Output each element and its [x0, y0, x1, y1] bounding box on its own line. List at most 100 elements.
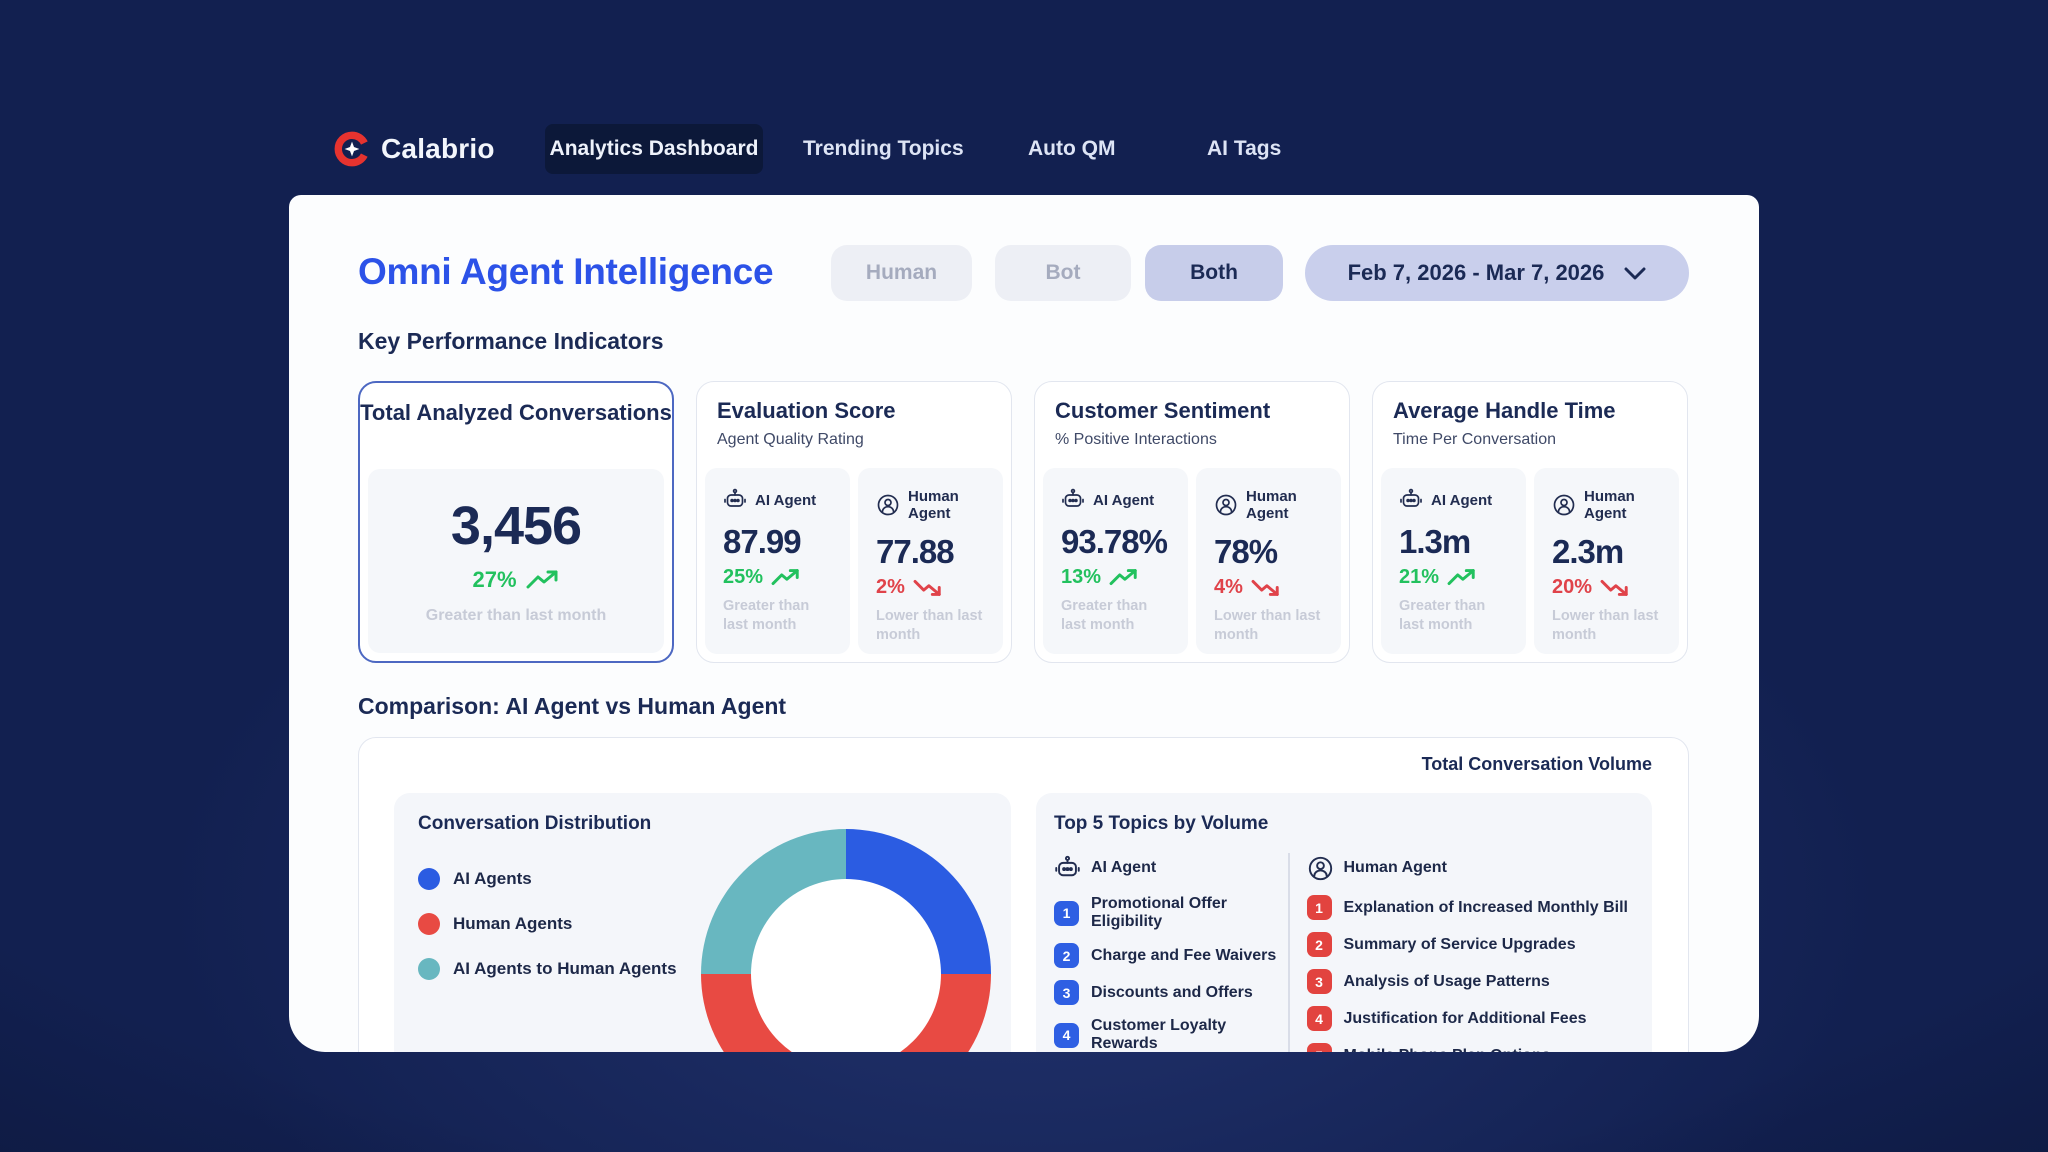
kpi-card-average-handle-time[interactable]: Average Handle Time Time Per Conversatio…	[1372, 381, 1688, 663]
donut-legend: AI Agents Human Agents AI Agents to Huma…	[418, 868, 677, 1003]
trend-down-icon	[1600, 578, 1630, 597]
nav-item-trending-topics[interactable]: Trending Topics	[803, 137, 964, 160]
topic-label: Promotional Offer Eligibility	[1091, 895, 1228, 930]
column-label: Human Agent	[1343, 859, 1447, 876]
topic-item: 2 Summary of Service Upgrades	[1306, 932, 1637, 957]
ai-agent-panel: AI Agent 87.99 25% Greater than last mon…	[705, 468, 850, 654]
agent-trend: 13%	[1061, 566, 1102, 588]
ai-agent-panel: AI Agent 1.3m 21% Greater than last mont…	[1381, 468, 1526, 654]
kpi-card-title: Average Handle Time	[1393, 398, 1616, 423]
topic-label: Explanation of Increased Monthly Bill	[1343, 898, 1628, 916]
topic-label: Justification for Additional Fees	[1343, 1009, 1587, 1027]
kpi-card-subtitle: Agent Quality Rating	[717, 431, 864, 448]
topic-item: 1 Explanation of Increased Monthly Bill	[1306, 895, 1637, 920]
agent-label: Human Agent	[908, 488, 959, 522]
person-icon	[1214, 493, 1238, 517]
agent-value: 87.99	[723, 523, 802, 560]
topic-item: 3 Discounts and Offers	[1054, 980, 1288, 1005]
agent-value: 77.88	[876, 533, 955, 570]
legend-label: Human Agents	[453, 914, 573, 933]
topic-label: Analysis of Usage Patterns	[1343, 972, 1550, 990]
rank-badge: 1	[1054, 900, 1079, 926]
rank-badge: 1	[1306, 895, 1332, 920]
conversation-distribution-panel: Conversation Distribution AI Agents Huma…	[394, 793, 1011, 1052]
robot-icon	[1399, 488, 1423, 512]
person-icon	[1552, 493, 1576, 517]
nav-item-ai-tags[interactable]: AI Tags	[1207, 137, 1282, 160]
legend-item-human-agents: Human Agents	[418, 913, 677, 935]
agent-value: 93.78%	[1061, 523, 1168, 560]
trend-down-icon	[913, 578, 943, 597]
top-topics-panel: Top 5 Topics by Volume AI Ag	[1036, 793, 1652, 1052]
trend-up-icon	[771, 568, 801, 587]
filter-bot-button[interactable]: Bot	[995, 245, 1131, 301]
legend-item-ai-to-human-agents: AI Agents to Human Agents	[418, 958, 677, 980]
kpi-card-total-analyzed-conversations[interactable]: Total Analyzed Conversations 3,456 27% G…	[358, 381, 674, 663]
robot-icon	[1061, 488, 1085, 512]
topics-column-human: Human Agent 1 Explanation of Increased M…	[1306, 849, 1637, 1053]
human-agent-panel: Human Agent 78% 4% Lower than last month	[1196, 468, 1341, 654]
rank-badge: 2	[1054, 943, 1079, 968]
robot-icon	[1054, 855, 1081, 882]
trend-down-icon	[1251, 578, 1281, 597]
date-range-value: Feb 7, 2026 - Mar 7, 2026	[1347, 260, 1605, 285]
topic-item: 4 Justification for Additional Fees	[1306, 1006, 1637, 1031]
column-divider	[1288, 853, 1290, 1052]
trend-up-icon	[1447, 568, 1477, 587]
calabrio-logo-icon	[333, 130, 371, 168]
ai-agent-panel: AI Agent 93.78% 13% Greater than last mo…	[1043, 468, 1188, 654]
brand-name: Calabrio	[381, 133, 495, 164]
topic-label: Discounts and Offers	[1091, 983, 1253, 1001]
kpi-total-value: 3,456	[450, 496, 582, 556]
trend-up-icon	[1109, 568, 1139, 587]
person-icon	[1307, 855, 1334, 882]
rank-badge: 4	[1306, 1006, 1332, 1031]
human-agent-panel: Human Agent 77.88 2% Lower than last mon…	[858, 468, 1003, 654]
kpi-card-evaluation-score[interactable]: Evaluation Score Agent Quality Rating AI…	[696, 381, 1012, 663]
kpi-card-title: Total Analyzed Conversations	[360, 400, 672, 425]
topic-item: 5 Mobile Phone Plan Options	[1306, 1043, 1637, 1053]
agent-note: Greater than last month	[1399, 598, 1486, 633]
kpi-section-title: Key Performance Indicators	[358, 328, 664, 354]
agent-note: Greater than last month	[1061, 598, 1148, 633]
legend-label: AI Agents	[453, 869, 532, 888]
legend-label: AI Agents to Human Agents	[453, 959, 677, 978]
agent-value: 2.3m	[1552, 533, 1624, 570]
kpi-total-panel: 3,456 27% Greater than last month	[368, 469, 664, 653]
date-range-picker[interactable]: Feb 7, 2026 - Mar 7, 2026	[1305, 245, 1689, 301]
rank-badge: 2	[1306, 932, 1332, 957]
topic-item: 3 Analysis of Usage Patterns	[1306, 969, 1637, 994]
agent-value: 1.3m	[1399, 523, 1471, 560]
rank-badge: 3	[1054, 980, 1079, 1005]
top-navbar: Calabrio Analytics Dashboard Trending To…	[289, 103, 1759, 195]
filter-human-button[interactable]: Human	[831, 245, 972, 301]
topic-label: Mobile Phone Plan Options	[1344, 1047, 1551, 1053]
agent-trend: 20%	[1552, 576, 1593, 598]
robot-icon	[723, 488, 747, 512]
agent-note: Lower than last month	[1214, 608, 1321, 643]
trend-up-icon	[526, 569, 560, 591]
nav-item-auto-qm[interactable]: Auto QM	[1028, 137, 1116, 160]
nav-item-analytics-dashboard[interactable]: Analytics Dashboard	[545, 124, 763, 174]
kpi-total-trend: 27%	[472, 567, 517, 592]
page-title: Omni Agent Intelligence	[358, 251, 774, 292]
rank-badge: 3	[1306, 969, 1332, 994]
brand[interactable]: Calabrio	[333, 103, 495, 195]
rank-badge: 4	[1054, 1022, 1079, 1048]
topics-column-ai: AI Agent 1 Promotional Offer Eligibility…	[1054, 849, 1288, 1052]
agent-label: AI Agent	[1431, 491, 1493, 509]
legend-dot	[418, 958, 440, 980]
agent-label: AI Agent	[1093, 491, 1155, 509]
rank-badge: 5	[1306, 1043, 1332, 1052]
agent-trend: 21%	[1399, 566, 1440, 588]
distribution-title: Conversation Distribution	[418, 813, 652, 834]
agent-note: Lower than last month	[876, 608, 983, 643]
kpi-card-title: Customer Sentiment	[1055, 398, 1271, 423]
topic-label: Charge and Fee Waivers	[1091, 946, 1277, 964]
total-conversation-volume-label: Total Conversation Volume	[1421, 754, 1652, 774]
agent-note: Lower than last month	[1552, 608, 1659, 643]
kpi-card-customer-sentiment[interactable]: Customer Sentiment % Positive Interactio…	[1034, 381, 1350, 663]
kpi-card-subtitle: % Positive Interactions	[1055, 431, 1217, 448]
chevron-down-icon	[1624, 267, 1646, 280]
filter-both-button[interactable]: Both	[1145, 245, 1283, 301]
